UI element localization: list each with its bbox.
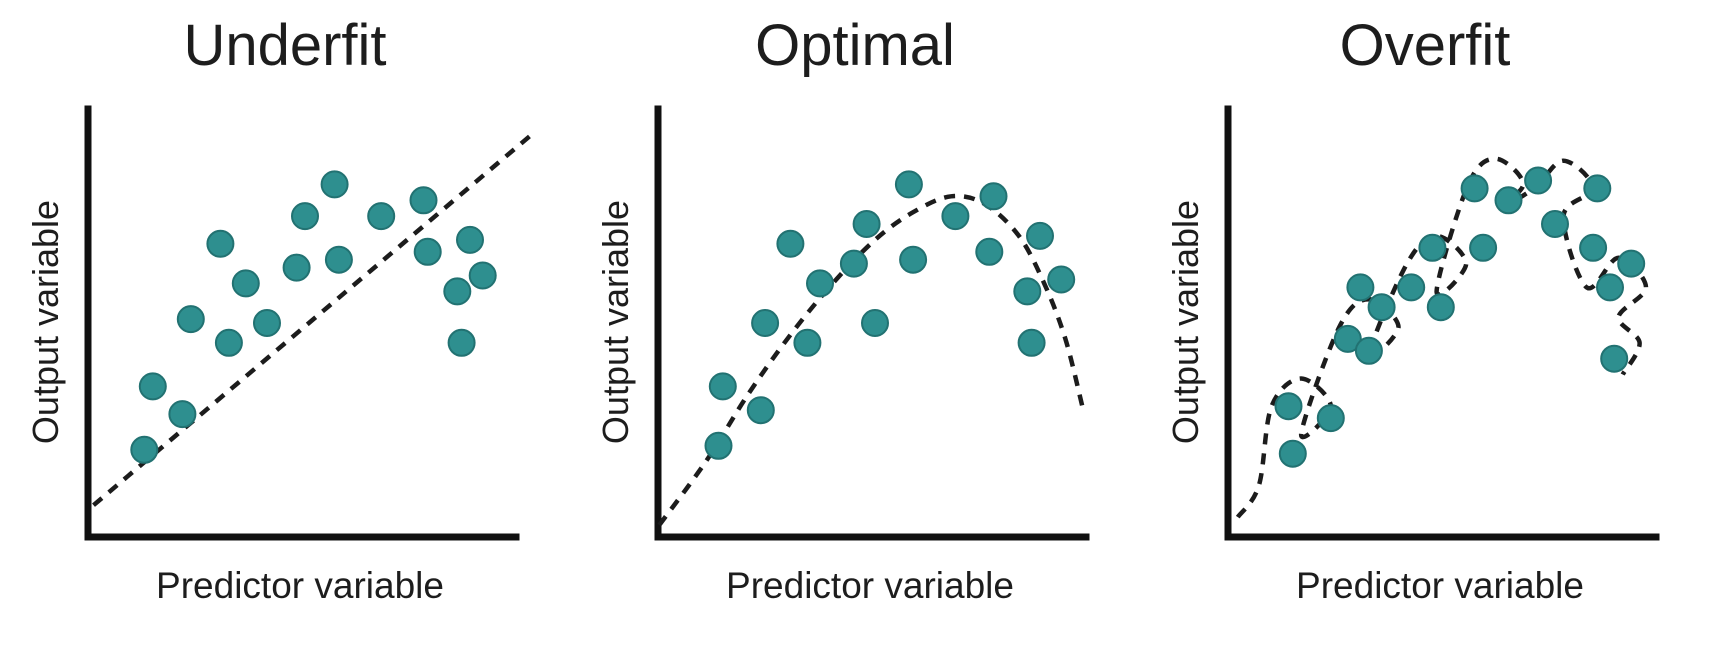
data-point: [1469, 233, 1498, 262]
data-point: [206, 229, 235, 258]
data-point: [231, 269, 260, 298]
data-point: [130, 435, 159, 464]
data-point: [1017, 328, 1046, 357]
panel-underfit: Underfit Output variable Predictor varia…: [0, 0, 570, 665]
data-point: [975, 237, 1004, 266]
x-axis-label: Predictor variable: [156, 565, 444, 606]
fit-curve: [1235, 156, 1649, 519]
axes: [84, 105, 520, 541]
data-point: [413, 237, 442, 266]
data-point: [1524, 166, 1553, 195]
data-point: [1617, 249, 1646, 278]
data-point: [409, 186, 438, 215]
data-point: [1541, 210, 1569, 238]
data-point: [1013, 277, 1042, 306]
data-point: [1426, 293, 1455, 322]
axes: [1224, 105, 1660, 541]
data-point: [1047, 265, 1076, 294]
chart-title-underfit: Underfit: [183, 13, 387, 78]
data-point: [1354, 336, 1383, 365]
data-point: [852, 210, 881, 238]
data-point: [456, 225, 484, 254]
data-point: [776, 229, 805, 258]
panel-optimal: Optimal Output variable Predictor variab…: [570, 0, 1140, 665]
data-point: [1346, 273, 1375, 302]
underfit-scatter-chart: [84, 105, 535, 541]
data-point: [282, 253, 311, 282]
chart-title-overfit: Overfit: [1339, 13, 1511, 78]
data-point: [899, 245, 928, 274]
data-point: [214, 328, 243, 357]
fit-curve: [657, 193, 1085, 527]
y-axis-label: Output variable: [595, 199, 636, 445]
data-point: [468, 261, 497, 290]
fit-curve: [92, 131, 535, 507]
data-point: [447, 328, 476, 357]
overfit-scatter-chart: [1224, 105, 1660, 541]
data-point: [253, 309, 281, 337]
data-point: [979, 182, 1008, 211]
optimal-scatter-chart: [654, 105, 1090, 541]
axes: [654, 105, 1090, 541]
data-point: [751, 309, 780, 337]
chart-title-optimal: Optimal: [755, 13, 955, 78]
y-axis-label: Output variable: [25, 199, 66, 445]
data-point: [1596, 273, 1624, 302]
x-axis-label: Predictor variable: [726, 565, 1014, 606]
x-axis-label: Predictor variable: [1296, 565, 1584, 606]
y-axis-label: Output variable: [1165, 199, 1206, 445]
data-point: [1418, 233, 1447, 262]
data-point: [839, 249, 868, 278]
data-point: [324, 245, 353, 274]
data-point: [138, 372, 167, 401]
data-point: [1274, 392, 1303, 421]
data-point: [793, 328, 822, 357]
data-point: [1579, 233, 1608, 262]
data-point: [1026, 221, 1054, 250]
data-point: [291, 202, 319, 231]
data-point: [746, 396, 775, 425]
data-point: [168, 400, 197, 429]
data-point: [1600, 344, 1629, 373]
data-point: [176, 305, 205, 334]
data-point: [1494, 186, 1523, 215]
data-point: [861, 309, 889, 337]
data-point: [941, 202, 970, 231]
data-point: [1583, 174, 1612, 203]
data-point: [1316, 404, 1345, 433]
data-point: [443, 277, 472, 306]
data-point: [894, 170, 923, 199]
data-point: [708, 372, 737, 401]
data-point: [1278, 439, 1307, 468]
data-point: [1367, 293, 1396, 322]
data-point: [1333, 324, 1362, 353]
data-point: [1460, 174, 1489, 203]
data-point: [704, 431, 733, 460]
data-point: [1397, 273, 1426, 302]
data-point: [320, 170, 349, 199]
panel-overfit: Overfit Output variable Predictor variab…: [1140, 0, 1710, 665]
data-point: [806, 269, 834, 298]
data-point: [367, 202, 396, 231]
